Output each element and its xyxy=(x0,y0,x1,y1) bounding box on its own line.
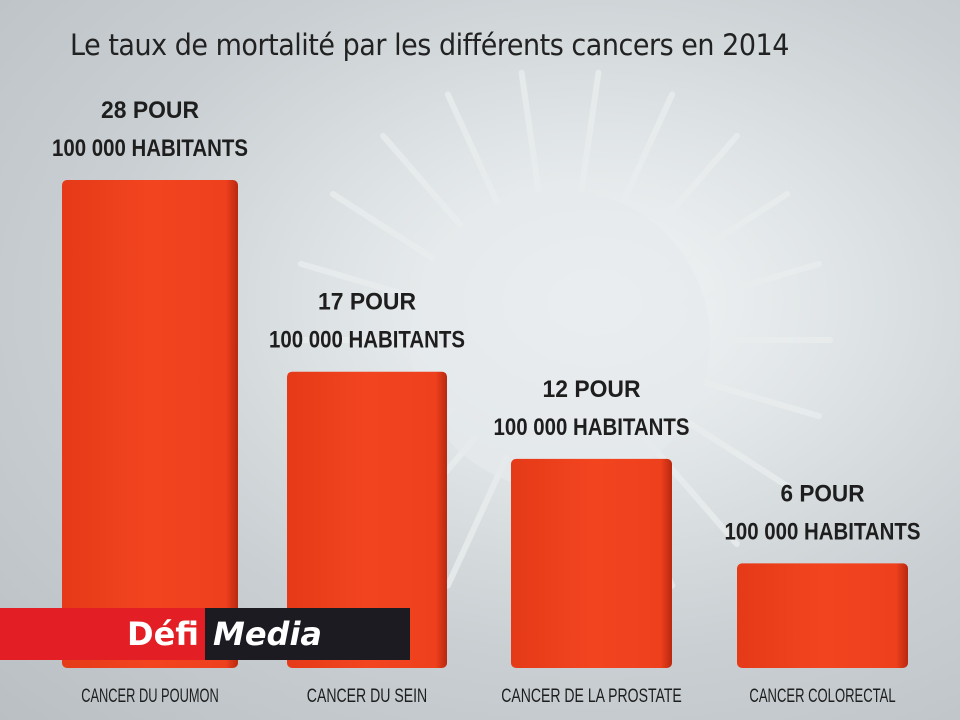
logo-part1: Défi xyxy=(127,615,199,653)
category-label-1: CANCER DU SEIN xyxy=(307,686,427,707)
logo-part2: Media xyxy=(213,615,323,653)
category-label-0: CANCER DU POUMON xyxy=(81,686,219,707)
data-label-1-1: 100 000 HABITANTS xyxy=(269,327,465,354)
bar-0 xyxy=(62,180,238,668)
data-label-2-0: 12 POUR xyxy=(543,376,641,403)
data-label-0-1: 100 000 HABITANTS xyxy=(52,135,248,162)
chart-title: Le taux de mortalité par les différents … xyxy=(70,28,789,62)
bar-2 xyxy=(511,458,672,668)
data-label-1-0: 17 POUR xyxy=(318,289,416,316)
data-label-3-1: 100 000 HABITANTS xyxy=(725,518,921,545)
data-label-0-0: 28 POUR xyxy=(101,97,199,124)
data-label-3-0: 6 POUR xyxy=(781,480,865,507)
bar-3 xyxy=(737,563,908,668)
category-label-2: CANCER DE LA PROSTATE xyxy=(501,686,682,707)
defi-media-logo: Défi Media xyxy=(0,608,410,660)
bar-1 xyxy=(287,371,447,668)
data-label-2-1: 100 000 HABITANTS xyxy=(494,414,690,441)
category-label-3: CANCER COLORECTAL xyxy=(749,686,895,707)
